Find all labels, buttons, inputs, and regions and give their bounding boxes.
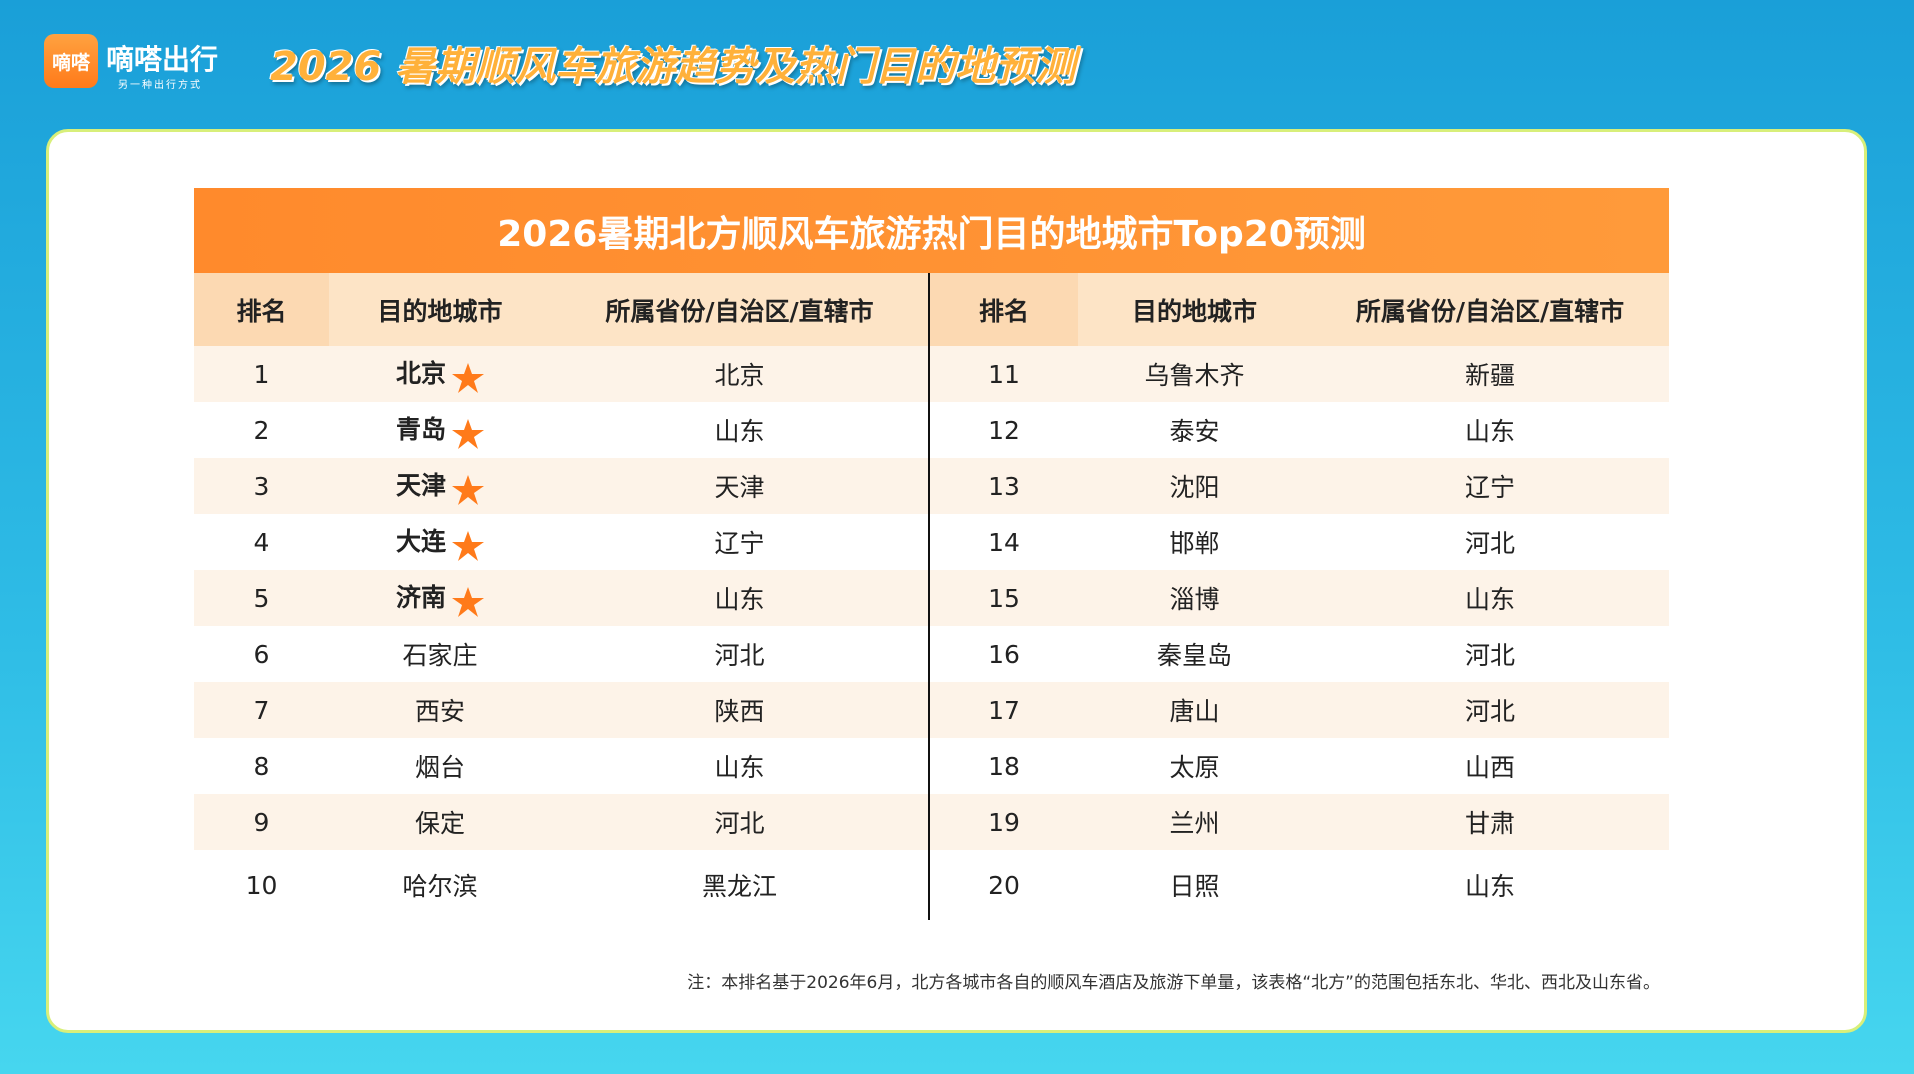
header-cell: 目的地城市 [1078,273,1311,346]
city-name: 青岛 [395,415,446,444]
table-cell: 11 [928,346,1078,402]
table-cell: 16 [928,626,1078,682]
table-cell: 新疆 [1311,346,1670,402]
table-row: 4 大连 辽宁 14 邯郸 河北 [194,514,1669,570]
table-cell: 陕西 [551,682,929,738]
table-cell: 唐山 [1078,682,1311,738]
table-cell: 秦皇岛 [1156,641,1232,670]
table-cell: 天津 [329,458,551,514]
table-cell: 河北 [1465,529,1516,558]
table-row: 5 济南 山东 15 淄博 山东 [194,570,1670,626]
table-cell: 黑龙江 [701,872,777,901]
city-name: 大连 [395,527,446,556]
table-cell: 兰州 [1078,794,1311,850]
table-row: 6 石家庄 河北 16 秦皇岛 河北 [194,626,1669,682]
star-icon [452,419,484,449]
table-cell: 河北 [551,794,929,850]
table-row: 10 哈尔滨 黑龙江 20 日照 山东 [194,850,1669,920]
star-icon [452,475,484,505]
table-cell: 6 [253,639,270,669]
table-cell: 12 [928,402,1078,458]
table-cell: 太原 [1169,753,1220,782]
table-cell: 沈阳 [1078,458,1311,514]
table-row: 3 天津 天津 13 沈阳 辽宁 [194,458,1670,514]
header-cell: 排名 [928,273,1078,346]
table-cell: 哈尔滨 [402,872,478,901]
table-cell: 8 [253,751,270,781]
table-cell: 山东 [1311,570,1670,626]
table-cell: 辽宁 [1311,458,1670,514]
table-cell: 天津 [551,458,929,514]
page-title: 2026 暑期顺风车旅游趋势及热门目的地预测 [270,44,1076,90]
table-cell: 河北 [714,641,765,670]
table-cell: 17 [928,682,1078,738]
table-cell: 烟台 [414,753,465,782]
ranking-table: 2026暑期北方顺风车旅游热门目的地城市Top20预测 排名 目的地城市 所属省… [194,188,1670,920]
table-cell: 4 [253,527,270,557]
city-name: 北京 [395,359,446,388]
table-row: 8 烟台 山东 18 太原 山西 [194,738,1669,794]
table-body: 1 北京 北京 11 乌鲁木齐 新疆 2 青岛 山东 12 泰安 山东 3 天津 天津 13 沈阳 辽宁 4 大连 辽宁… [194,346,1670,920]
star-icon [452,587,484,617]
table-cell: 山西 [1465,753,1516,782]
table-cell: 河北 [1311,682,1670,738]
table-cell: 大连 [329,514,551,570]
table-cell: 辽宁 [714,529,765,558]
table-title: 2026暑期北方顺风车旅游热门目的地城市Top20预测 [194,188,1670,273]
star-icon [452,531,484,561]
city-name: 天津 [395,471,446,500]
table-cell: 西安 [329,682,551,738]
table-cell: 山东 [714,417,765,446]
table-cell: 河北 [1465,641,1516,670]
header-cell: 排名 [194,273,329,346]
table-row: 2 青岛 山东 12 泰安 山东 [194,402,1669,458]
table-cell: 19 [928,794,1078,850]
table-cell: 1 [194,346,329,402]
header-cell: 目的地城市 [329,273,551,346]
table-cell: 邯郸 [1169,529,1220,558]
city-name: 济南 [395,583,446,612]
table-cell: 石家庄 [402,641,478,670]
table-cell: 15 [928,570,1078,626]
table-cell: 保定 [329,794,551,850]
table-cell: 20 [928,850,1078,920]
logo: 嘀嗒 [44,34,98,88]
table-cell: 5 [194,570,329,626]
table-cell: 泰安 [1169,417,1220,446]
table-cell: 青岛 [329,402,551,458]
header-cell: 所属省份/自治区/直辖市 [551,273,929,346]
table-cell: 山东 [551,570,929,626]
slogan: 另一种出行方式 [118,80,202,91]
table-cell: 2 [253,415,270,445]
table-cell: 山东 [1465,417,1516,446]
brand: 嘀嗒出行 [106,43,219,76]
table-cell: 北京 [551,346,929,402]
star-icon [452,363,484,393]
table-cell: 淄博 [1078,570,1311,626]
header-cell: 所属省份/自治区/直辖市 [1311,273,1670,346]
table-cell: 9 [194,794,329,850]
table-cell: 13 [928,458,1078,514]
table-cell: 日照 [1169,872,1220,901]
table-cell: 10 [245,870,278,900]
table-row: 1 北京 北京 11 乌鲁木齐 新疆 [194,346,1670,402]
table-cell: 甘肃 [1311,794,1670,850]
table-cell: 山东 [1465,872,1516,901]
table-row: 7 西安 陕西 17 唐山 河北 [194,682,1670,738]
table-cell: 3 [194,458,329,514]
table-cell: 乌鲁木齐 [1078,346,1311,402]
table-cell: 7 [194,682,329,738]
table-cell: 北京 [329,346,551,402]
table-cell: 14 [928,514,1078,570]
table-cell: 18 [928,738,1078,794]
note: 注：本排名基于2026年6月，北方各城市各自的顺风车酒店及旅游下单量，该表格“北… [687,973,1660,993]
table-row: 9 保定 河北 19 兰州 甘肃 [194,794,1670,850]
table-cell: 山东 [714,753,765,782]
table-cell: 济南 [329,570,551,626]
